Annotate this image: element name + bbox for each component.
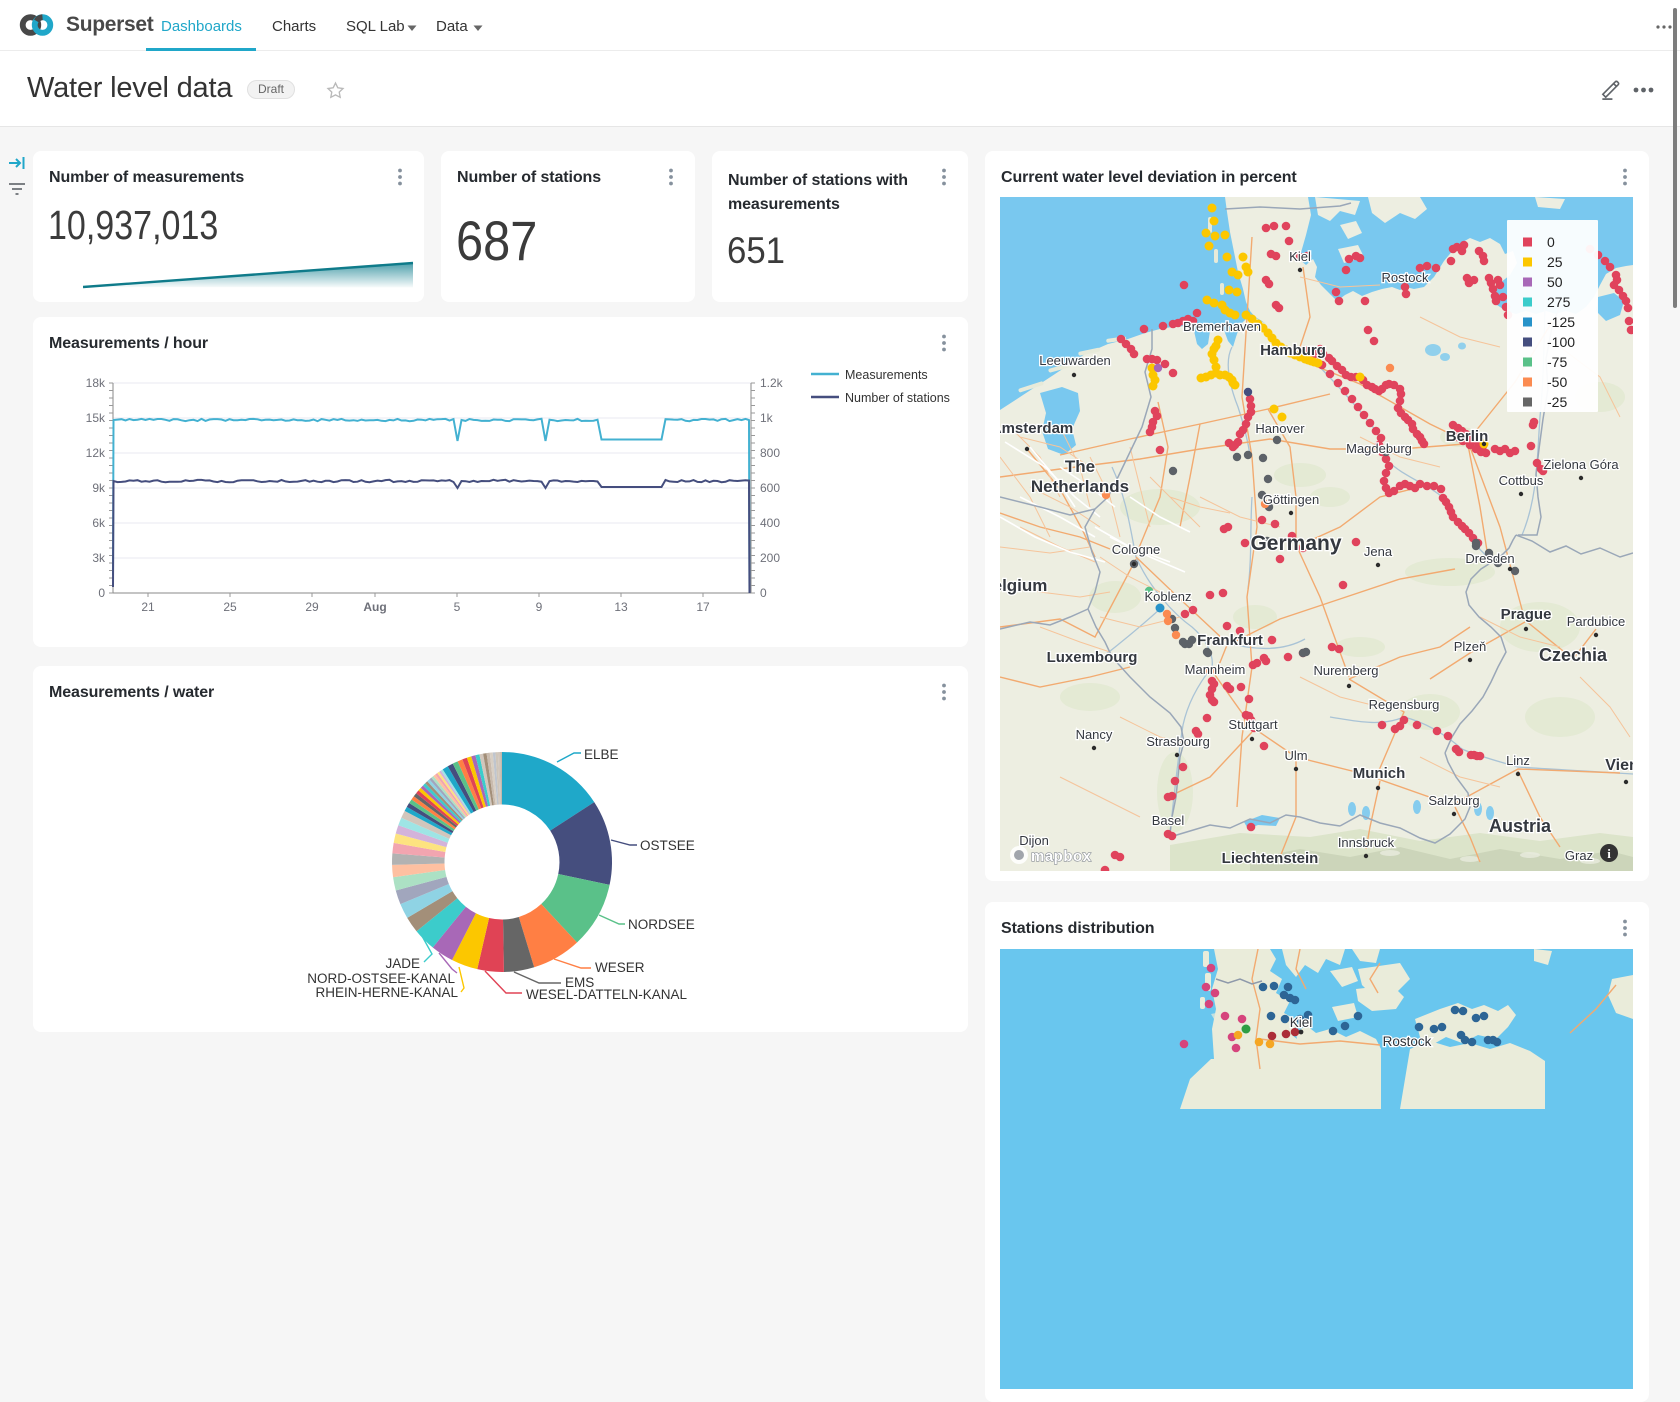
- svg-text:Basel: Basel: [1152, 813, 1185, 828]
- svg-text:200: 200: [760, 551, 780, 565]
- svg-text:Liechtenstein: Liechtenstein: [1222, 850, 1319, 867]
- svg-text:12k: 12k: [86, 446, 106, 460]
- svg-text:5: 5: [454, 600, 461, 614]
- svg-text:Graz: Graz: [1565, 848, 1593, 863]
- svg-text:-100: -100: [1547, 334, 1575, 350]
- svg-text:Koblenz: Koblenz: [1145, 589, 1192, 604]
- svg-text:17: 17: [696, 600, 710, 614]
- svg-text:Luxembourg: Luxembourg: [1047, 649, 1138, 666]
- svg-text:Amsterdam: Amsterdam: [1000, 420, 1073, 437]
- svg-text:Pardubice: Pardubice: [1567, 614, 1626, 629]
- svg-text:mapbox: mapbox: [1031, 848, 1092, 865]
- svg-text:9: 9: [536, 600, 543, 614]
- svg-text:JADE: JADE: [385, 956, 420, 971]
- svg-text:Measurements: Measurements: [845, 368, 928, 382]
- svg-text:Strasbourg: Strasbourg: [1146, 734, 1210, 749]
- svg-text:Linz: Linz: [1506, 753, 1530, 768]
- svg-text:Rostock: Rostock: [1382, 270, 1429, 285]
- svg-text:Netherlands: Netherlands: [1031, 477, 1129, 496]
- svg-text:EMS: EMS: [565, 975, 594, 990]
- svg-text:Vien: Vien: [1605, 757, 1633, 774]
- svg-text:Prague: Prague: [1501, 606, 1552, 623]
- svg-text:OSTSEE: OSTSEE: [640, 838, 695, 853]
- svg-text:Göttingen: Göttingen: [1263, 492, 1319, 507]
- svg-text:Nuremberg: Nuremberg: [1313, 663, 1378, 678]
- svg-text:ELBE: ELBE: [584, 747, 619, 762]
- svg-text:Nancy: Nancy: [1076, 727, 1113, 742]
- svg-text:-25: -25: [1547, 394, 1567, 410]
- svg-text:Jena: Jena: [1364, 544, 1393, 559]
- svg-text:15k: 15k: [86, 411, 106, 425]
- svg-text:50: 50: [1547, 274, 1563, 290]
- svg-text:21: 21: [141, 600, 155, 614]
- svg-text:Germany: Germany: [1250, 532, 1341, 555]
- svg-text:800: 800: [760, 446, 780, 460]
- svg-text:i: i: [1607, 846, 1611, 861]
- svg-text:Czechia: Czechia: [1539, 645, 1608, 665]
- svg-text:Munich: Munich: [1353, 765, 1406, 782]
- svg-text:Innsbruck: Innsbruck: [1338, 835, 1395, 850]
- svg-text:Regensburg: Regensburg: [1369, 697, 1440, 712]
- svg-text:Austria: Austria: [1489, 816, 1552, 836]
- svg-text:NORD-OSTSEE-KANAL: NORD-OSTSEE-KANAL: [307, 971, 455, 986]
- svg-text:-50: -50: [1547, 374, 1567, 390]
- svg-text:Cologne: Cologne: [1112, 542, 1160, 557]
- svg-text:The: The: [1065, 457, 1095, 476]
- svg-text:-125: -125: [1547, 314, 1575, 330]
- svg-text:9k: 9k: [92, 481, 106, 495]
- svg-text:Ulm: Ulm: [1284, 748, 1307, 763]
- svg-text:Leeuwarden: Leeuwarden: [1039, 353, 1111, 368]
- svg-text:Aug: Aug: [363, 600, 386, 614]
- svg-text:600: 600: [760, 481, 780, 495]
- svg-text:25: 25: [223, 600, 237, 614]
- svg-text:29: 29: [305, 600, 319, 614]
- svg-text:RHEIN-HERNE-KANAL: RHEIN-HERNE-KANAL: [315, 985, 458, 1000]
- svg-text:Kiel: Kiel: [1289, 249, 1311, 264]
- svg-text:Rostock: Rostock: [1383, 1034, 1432, 1049]
- svg-text:275: 275: [1547, 294, 1571, 310]
- svg-text:18k: 18k: [86, 376, 106, 390]
- svg-text:elgium: elgium: [1000, 576, 1047, 595]
- svg-text:-75: -75: [1547, 354, 1567, 370]
- svg-text:Plzeň: Plzeň: [1454, 639, 1487, 654]
- svg-text:Bremerhaven: Bremerhaven: [1183, 319, 1261, 334]
- svg-text:Dijon: Dijon: [1019, 833, 1049, 848]
- svg-text:400: 400: [760, 516, 780, 530]
- svg-text:Stuttgart: Stuttgart: [1228, 717, 1278, 732]
- svg-text:Mannheim: Mannheim: [1185, 662, 1246, 677]
- svg-text:1.2k: 1.2k: [760, 376, 784, 390]
- svg-text:Number of stations: Number of stations: [845, 391, 950, 405]
- svg-text:Frankfurt: Frankfurt: [1197, 632, 1263, 649]
- svg-text:Salzburg: Salzburg: [1428, 793, 1479, 808]
- svg-text:13: 13: [614, 600, 628, 614]
- svg-text:Kiel: Kiel: [1290, 1015, 1313, 1030]
- svg-text:Cottbus: Cottbus: [1499, 473, 1544, 488]
- svg-text:0: 0: [1547, 234, 1555, 250]
- svg-text:Hamburg: Hamburg: [1260, 342, 1326, 359]
- svg-text:3k: 3k: [92, 551, 106, 565]
- svg-text:0: 0: [760, 586, 767, 600]
- svg-text:Berlin: Berlin: [1446, 428, 1489, 445]
- svg-text:0: 0: [98, 586, 105, 600]
- svg-text:Zielona Góra: Zielona Góra: [1543, 457, 1619, 472]
- svg-text:Dresden: Dresden: [1465, 551, 1514, 566]
- svg-text:6k: 6k: [92, 516, 106, 530]
- svg-text:Hanover: Hanover: [1255, 421, 1305, 436]
- svg-text:WESEL-DATTELN-KANAL: WESEL-DATTELN-KANAL: [526, 987, 688, 1002]
- svg-text:WESER: WESER: [595, 960, 645, 975]
- svg-text:25: 25: [1547, 254, 1563, 270]
- svg-text:1k: 1k: [760, 411, 774, 425]
- svg-text:NORDSEE: NORDSEE: [628, 917, 695, 932]
- svg-text:Magdeburg: Magdeburg: [1346, 441, 1412, 456]
